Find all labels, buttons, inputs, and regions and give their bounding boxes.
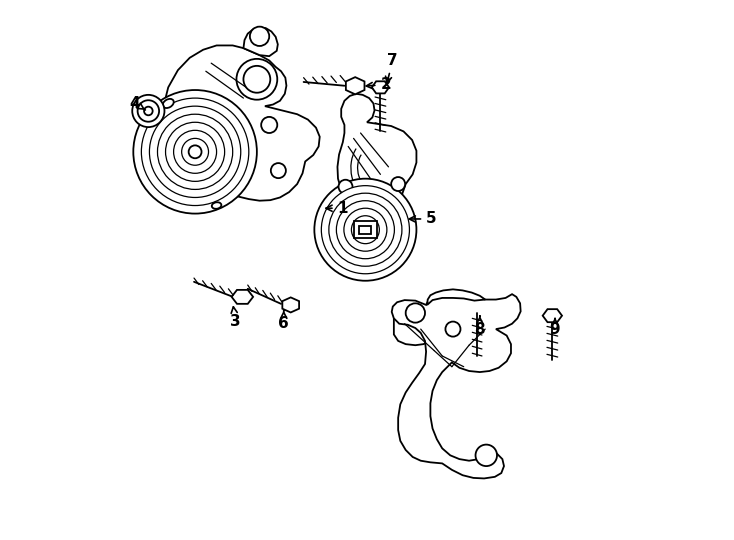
Circle shape bbox=[132, 95, 164, 127]
Text: 7: 7 bbox=[385, 53, 398, 83]
Circle shape bbox=[250, 26, 269, 46]
Polygon shape bbox=[244, 27, 278, 56]
Polygon shape bbox=[360, 226, 371, 234]
Circle shape bbox=[166, 122, 225, 181]
Circle shape bbox=[137, 100, 159, 122]
Polygon shape bbox=[427, 289, 485, 305]
Text: 9: 9 bbox=[550, 319, 560, 336]
Polygon shape bbox=[160, 45, 320, 201]
Text: 8: 8 bbox=[474, 316, 485, 336]
Circle shape bbox=[261, 117, 277, 133]
Circle shape bbox=[181, 138, 208, 165]
Circle shape bbox=[314, 179, 416, 281]
Text: 2: 2 bbox=[366, 77, 391, 92]
Circle shape bbox=[344, 208, 387, 251]
Circle shape bbox=[336, 201, 394, 259]
Text: 3: 3 bbox=[230, 307, 241, 328]
Circle shape bbox=[321, 186, 410, 274]
Text: 1: 1 bbox=[326, 201, 348, 215]
Circle shape bbox=[158, 114, 233, 190]
Ellipse shape bbox=[212, 202, 222, 209]
Polygon shape bbox=[232, 290, 253, 304]
Circle shape bbox=[391, 177, 405, 191]
Circle shape bbox=[476, 444, 497, 466]
Circle shape bbox=[352, 216, 379, 244]
Circle shape bbox=[142, 98, 249, 206]
Polygon shape bbox=[337, 94, 416, 248]
Circle shape bbox=[446, 322, 460, 336]
Circle shape bbox=[134, 90, 257, 214]
Circle shape bbox=[150, 106, 241, 198]
Polygon shape bbox=[394, 308, 435, 345]
Circle shape bbox=[236, 59, 277, 100]
Circle shape bbox=[189, 145, 202, 158]
Text: 6: 6 bbox=[278, 310, 289, 331]
Polygon shape bbox=[354, 221, 377, 238]
Circle shape bbox=[329, 193, 402, 266]
Polygon shape bbox=[283, 298, 299, 313]
Circle shape bbox=[338, 180, 352, 194]
Polygon shape bbox=[392, 293, 520, 478]
Circle shape bbox=[406, 303, 425, 322]
Polygon shape bbox=[346, 77, 365, 94]
Text: 4: 4 bbox=[130, 96, 145, 111]
Circle shape bbox=[144, 107, 153, 115]
Polygon shape bbox=[372, 82, 389, 93]
Circle shape bbox=[244, 66, 270, 93]
Polygon shape bbox=[542, 309, 562, 322]
Text: 5: 5 bbox=[410, 212, 437, 226]
Circle shape bbox=[174, 130, 217, 173]
Circle shape bbox=[271, 163, 286, 178]
Ellipse shape bbox=[163, 99, 174, 108]
